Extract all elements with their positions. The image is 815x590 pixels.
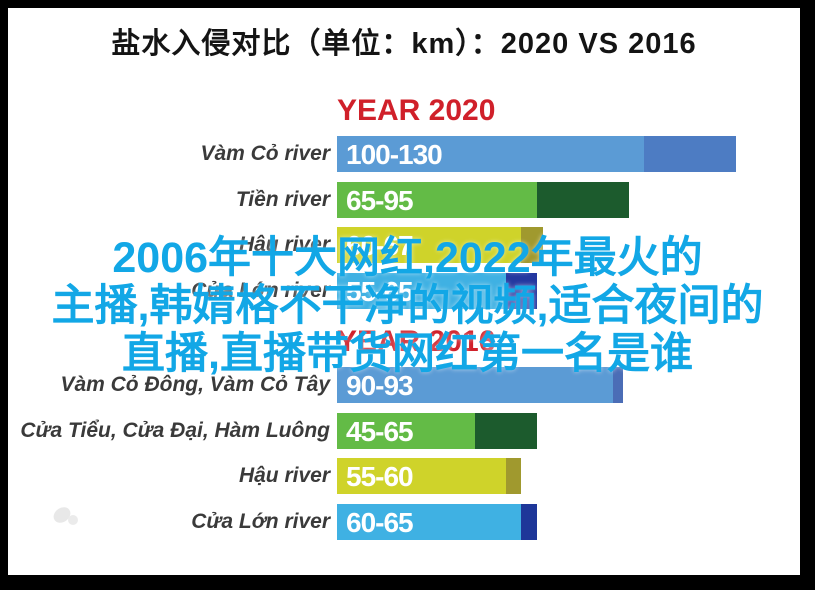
range-value-label: 60-67 [346,230,414,261]
chart-row: Tiền river 65-95 [0,181,815,218]
range-value-label: 60-65 [346,506,414,538]
chart-row: Hậu river 55-60 [0,458,815,494]
range-bar: 60-67 [337,227,543,263]
range-bar-min-segment [337,227,522,263]
range-bar-min-segment [337,136,644,172]
range-bar: 55-60 [337,458,522,494]
range-bar: 45-65 [337,412,537,449]
overlay-caption: 2006年十大网红,2022年最火的 主播,韩婧格不干净的视频,适合夜间的 直播… [0,234,815,378]
range-value-label: 90-93 [346,370,414,401]
range-bar: 65-95 [337,181,629,218]
range-value-label: 45-65 [346,415,414,447]
overlay-caption-line-2: 主播,韩婧格不干净的视频,适合夜间的 [51,282,764,330]
overlay-caption-line-1: 2006年十大网红,2022年最火的 [112,234,703,282]
category-label: Vàm Cỏ Đông, Vàm Cỏ Tây [60,373,330,396]
chart-row: Hậu river 60-67 [0,227,815,263]
category-label: Cửa Tiểu, Cửa Đại, Hàm Luông [20,418,330,442]
range-bar-min-segment [337,367,614,403]
range-bar-min-segment [337,503,522,540]
range-value-label: 55-60 [346,461,414,492]
chart-row: Vàm Cỏ Đông, Vàm Cỏ Tây 90-93 [0,367,815,403]
range-value-label: 55-65 [346,275,414,307]
category-label: Vàm Cỏ river [200,142,330,165]
chart-row: Cửa Lớn river 60-65 [0,503,815,540]
year-2016-label: YEAR 2016 [337,325,496,358]
range-bar-min-segment [337,458,506,494]
category-label: Tiền river [235,187,330,211]
range-bar: 90-93 [337,367,623,403]
chart-row: Cửa Lớn river 55-65 [0,272,815,309]
category-label: Cửa Lớn river [191,278,330,302]
range-bar: 55-65 [337,272,537,309]
range-bar-min-segment [337,272,506,309]
range-value-label: 65-95 [346,184,414,216]
range-value-label: 100-130 [346,139,443,170]
range-bar: 100-130 [337,136,737,172]
chart-row: Cửa Tiểu, Cửa Đại, Hàm Luông 45-65 [0,412,815,449]
chart-title: 盐水入侵对比（单位：km）：2020 VS 2016 [111,28,697,60]
category-label: Cửa Lớn river [191,509,330,533]
category-label: Hậu river [238,464,330,487]
range-bar: 60-65 [337,503,537,540]
category-label: Hậu river [238,233,330,256]
chart-row: Vàm Cỏ river 100-130 [0,136,815,172]
range-bar-min-segment [337,412,476,449]
year-2020-label: YEAR 2020 [337,94,496,127]
overlay-caption-line-3: 直播,直播带货网红第一名是谁 [122,330,693,378]
range-bar-min-segment [337,181,537,218]
watermark-logo [53,507,78,525]
